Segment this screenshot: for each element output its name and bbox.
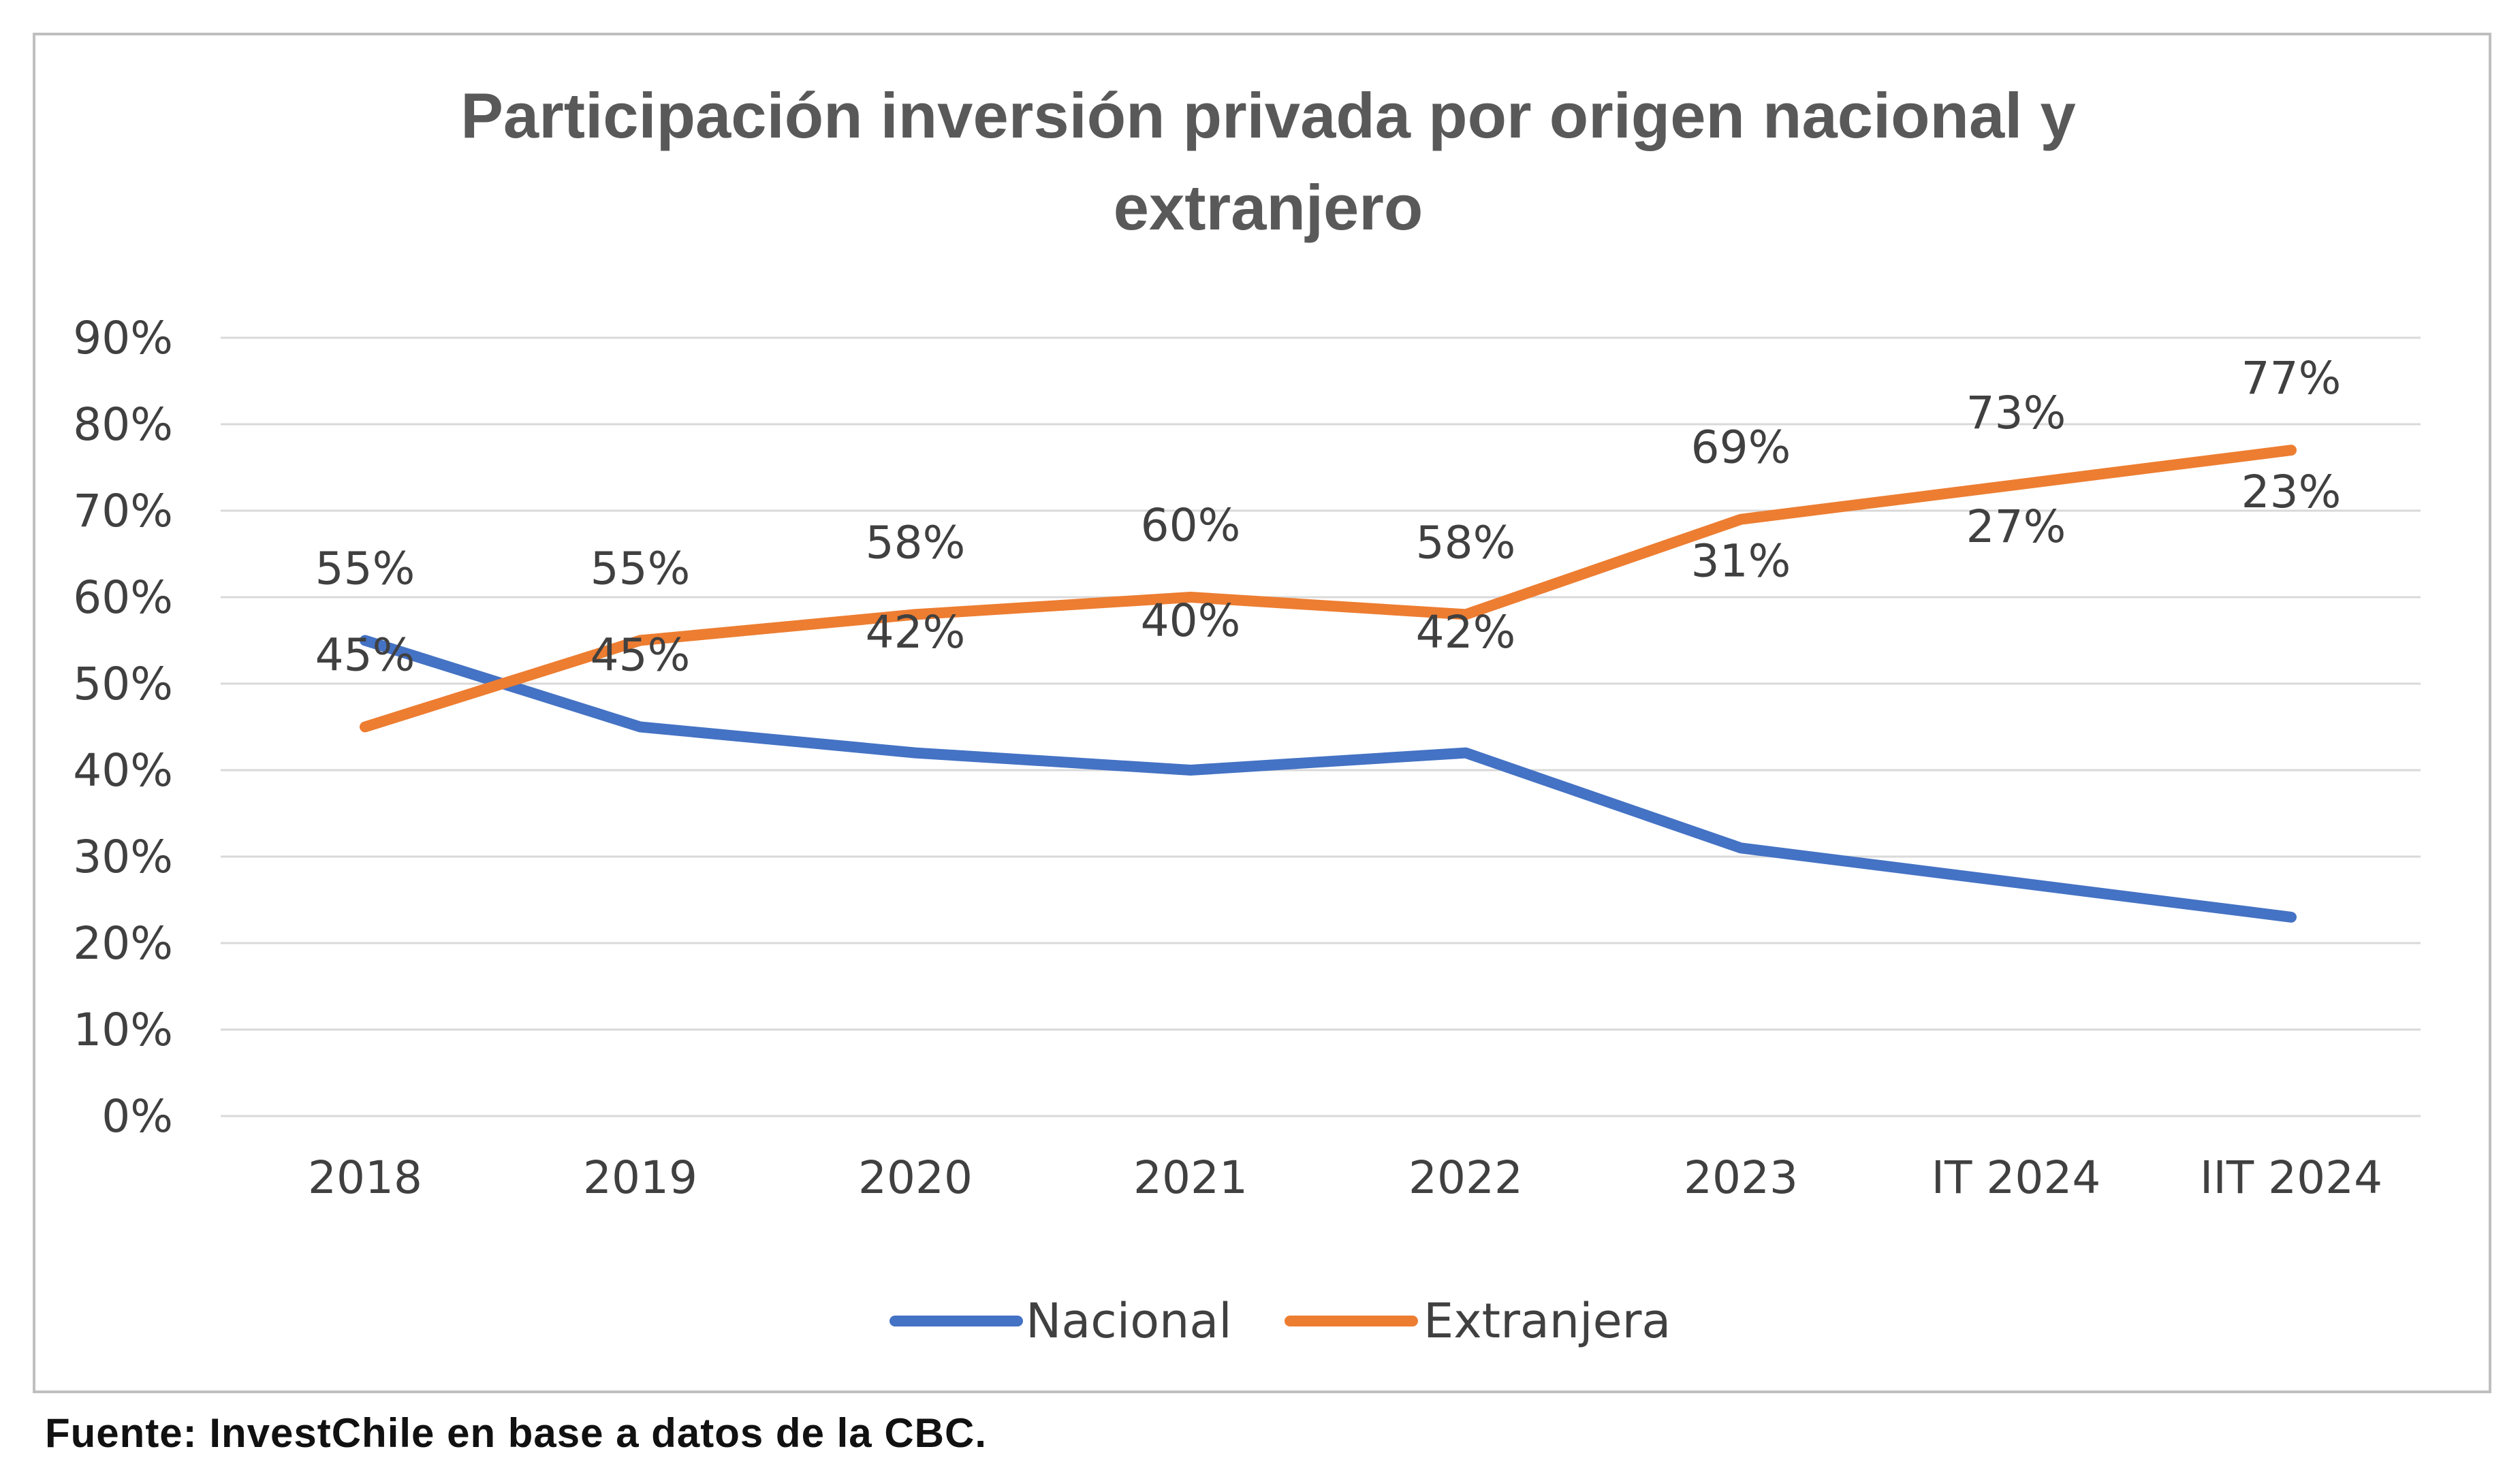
- data-label-nacional: 42%: [866, 606, 966, 658]
- data-label-extranjera: 58%: [1416, 516, 1516, 569]
- data-label-extranjera: 73%: [1966, 387, 2066, 439]
- data-label-extranjera: 77%: [2241, 352, 2342, 404]
- y-tick-label: 20%: [73, 917, 173, 970]
- y-axis-tick-labels: 0% 10% 20% 30% 40% 50% 60% 70% 80% 90%: [73, 312, 173, 1143]
- data-label-nacional: 31%: [1691, 535, 1791, 588]
- chart-title-line-1: Participación inversión privada por orig…: [460, 80, 2076, 151]
- x-tick-label: 2023: [1684, 1151, 1798, 1204]
- y-tick-label: 80%: [73, 398, 173, 451]
- data-label-nacional: 55%: [315, 543, 415, 595]
- data-labels: 55% 45% 55% 45% 58% 42% 60% 40% 58% 42% 69% 31% 73% 2…: [315, 352, 2342, 681]
- series-lines: [360, 445, 2297, 923]
- data-label-nacional: 45%: [590, 629, 691, 682]
- x-tick-label: 2022: [1408, 1151, 1523, 1204]
- source-note: Fuente: InvestChile en base a datos de l…: [45, 1410, 987, 1456]
- legend: Nacional Extranjera: [889, 1293, 1671, 1349]
- line-chart: Participación inversión privada por orig…: [73, 80, 2421, 1349]
- y-tick-label: 70%: [73, 485, 173, 537]
- data-label-extranjera: 60%: [1141, 499, 1241, 552]
- data-label-nacional: 40%: [1141, 594, 1241, 647]
- data-label-extranjera: 58%: [866, 516, 966, 569]
- legend-label-extranjera: Extranjera: [1423, 1293, 1671, 1349]
- x-tick-label: 2018: [308, 1151, 422, 1204]
- data-label-nacional: 23%: [2241, 466, 2342, 518]
- y-tick-label: 40%: [73, 744, 173, 797]
- data-label-extranjera: 55%: [590, 543, 691, 595]
- x-tick-label: 2020: [858, 1151, 973, 1204]
- data-label-nacional: 27%: [1966, 500, 2066, 553]
- series-line-extranjera: [360, 445, 2297, 733]
- x-tick-label: IT 2024: [1932, 1151, 2101, 1204]
- x-axis-tick-labels: 2018 2019 2020 2021 2022 2023 IT 2024 IIT 2024: [308, 1151, 2382, 1204]
- chart-area: Participación inversión privada por orig…: [33, 33, 2491, 1393]
- data-label-extranjera: 45%: [315, 629, 415, 682]
- y-tick-label: 90%: [73, 312, 173, 364]
- y-tick-label: 50%: [73, 658, 173, 710]
- y-tick-label: 0%: [101, 1090, 173, 1143]
- x-tick-label: 2019: [583, 1151, 697, 1204]
- chart-title-line-2: extranjero: [1114, 172, 1423, 243]
- series-line-nacional: [360, 635, 2297, 923]
- x-tick-label: IIT 2024: [2200, 1151, 2382, 1204]
- x-tick-label: 2021: [1133, 1151, 1248, 1204]
- legend-label-nacional: Nacional: [1026, 1293, 1232, 1349]
- data-label-nacional: 42%: [1416, 606, 1516, 658]
- y-tick-label: 30%: [73, 831, 173, 883]
- data-label-extranjera: 69%: [1691, 422, 1791, 474]
- y-tick-label: 10%: [73, 1004, 173, 1056]
- gridlines: [221, 336, 2421, 1117]
- y-tick-label: 60%: [73, 571, 173, 624]
